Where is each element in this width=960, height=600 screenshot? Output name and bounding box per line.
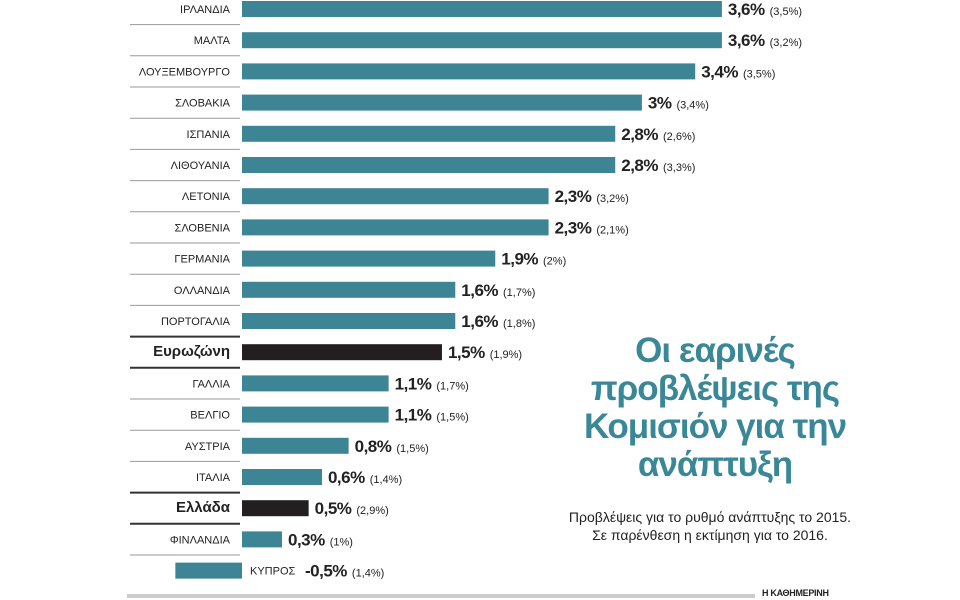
value-label: 0,3% (1%) <box>288 530 353 549</box>
bar <box>242 1 722 17</box>
value-label: 1,6% (1,7%) <box>461 281 535 300</box>
bar <box>242 63 696 80</box>
bar <box>242 344 442 361</box>
bar <box>242 94 642 111</box>
category-label: ΒΕΛΓΙΟ <box>190 410 230 422</box>
bar <box>242 219 549 236</box>
forecast-2016-label: (3,5%) <box>743 68 775 80</box>
bar <box>242 406 389 423</box>
category-label: ΦΙΝΛΑΝΔΙΑ <box>170 534 231 546</box>
category-label: ΠΟΡΤΟΓΑΛΙΑ <box>161 316 231 328</box>
category-label: Ευρωζώνη <box>153 343 230 360</box>
bar <box>242 531 282 548</box>
value-label: 0,6% (1,4%) <box>328 468 402 487</box>
value-label: 2,3% (3,2%) <box>555 187 629 206</box>
forecast-2016-label: (2%) <box>543 256 566 268</box>
forecast-2016-label: (3,2%) <box>770 37 802 49</box>
category-label: ΛΟΥΞΕΜΒΟΥΡΓΟ <box>139 66 231 78</box>
footer-divider <box>127 594 755 598</box>
source-label: Η ΚΑΘΗΜΕΡΙΝΗ <box>762 588 829 598</box>
bar <box>242 437 349 454</box>
forecast-2016-label: (3,3%) <box>663 162 695 174</box>
value-label: 2,8% (2,6%) <box>621 125 695 144</box>
chart-title: Οι εαρινές προβλέψεις της Κομισιόν για τ… <box>583 331 847 484</box>
category-label: ΙΤΑΛΙΑ <box>196 472 231 484</box>
forecast-2016-label: (2,6%) <box>663 131 695 143</box>
forecast-2016-label: (2,1%) <box>596 224 628 236</box>
category-label: ΓΕΡΜΑΝΙΑ <box>174 254 230 266</box>
forecast-2016-label: (1,7%) <box>436 380 468 392</box>
value-label: 1,1% (1,5%) <box>395 406 469 425</box>
value-label: 3,4% (3,5%) <box>701 62 775 81</box>
value-label: 3,6% (3,5%) <box>728 0 802 19</box>
category-label: ΜΑΛΤΑ <box>194 35 231 47</box>
forecast-2016-label: (1,9%) <box>490 349 522 361</box>
category-label: ΛΙΘΟΥΑΝΙΑ <box>171 160 231 172</box>
forecast-2016-label: (3,2%) <box>596 193 628 205</box>
bar <box>242 188 549 205</box>
forecast-2016-label: (3,5%) <box>770 6 802 18</box>
value-label: 0,5% (2,9%) <box>315 499 389 518</box>
value-label: 1,9% (2%) <box>501 250 566 269</box>
bar <box>242 157 616 173</box>
value-label: 1,5% (1,9%) <box>448 343 522 362</box>
bar <box>242 375 389 392</box>
category-label: ΛΕΤΟΝΙΑ <box>182 191 231 203</box>
value-label: 1,1% (1,7%) <box>395 374 469 393</box>
forecast-2016-label: (2,9%) <box>356 505 388 517</box>
category-label: ΑΥΣΤΡΙΑ <box>185 441 231 453</box>
forecast-2016-label: (3,4%) <box>676 100 708 112</box>
bar <box>242 250 496 267</box>
forecast-2016-label: (1,5%) <box>396 443 428 455</box>
bar <box>242 281 456 298</box>
value-label: 2,8% (3,3%) <box>621 156 695 175</box>
category-label: ΚΥΠΡΟΣ <box>250 566 296 578</box>
category-label: ΓΑΛΛΙΑ <box>193 378 231 390</box>
bar <box>175 562 242 579</box>
value-label: 3,6% (3,2%) <box>728 31 802 50</box>
value-label: 0,8% (1,5%) <box>355 437 429 456</box>
bar <box>242 469 322 485</box>
category-label: ΣΛΟΒΑΚΙΑ <box>175 98 231 110</box>
forecast-2016-label: (1,8%) <box>503 318 535 330</box>
bar <box>242 500 309 517</box>
forecast-2016-label: (1,4%) <box>352 568 384 580</box>
forecast-2016-label: (1,7%) <box>503 287 535 299</box>
value-label: 1,6% (1,8%) <box>461 312 535 331</box>
value-label: 3% (3,4%) <box>648 94 709 113</box>
category-label: ΟΛΛΑΝΔΙΑ <box>174 285 231 297</box>
forecast-2016-label: (1,4%) <box>370 474 402 486</box>
category-label: ΙΡΛΑΝΔΙΑ <box>180 4 231 16</box>
category-label: ΣΛΟΒΕΝΙΑ <box>175 222 231 234</box>
chart-subtitle: Προβλέψεις για το ρυθμό ανάπτυξης το 201… <box>568 509 852 543</box>
bar <box>242 125 616 142</box>
bar <box>242 32 722 49</box>
forecast-2016-label: (1,5%) <box>436 412 468 424</box>
category-label: Ελλάδα <box>176 499 231 516</box>
value-label: -0,5% (1,4%) <box>305 562 384 581</box>
bar <box>242 313 456 329</box>
forecast-2016-label: (1%) <box>330 536 353 548</box>
value-label: 2,3% (2,1%) <box>555 218 629 237</box>
category-label: ΙΣΠΑΝΙΑ <box>187 129 231 141</box>
